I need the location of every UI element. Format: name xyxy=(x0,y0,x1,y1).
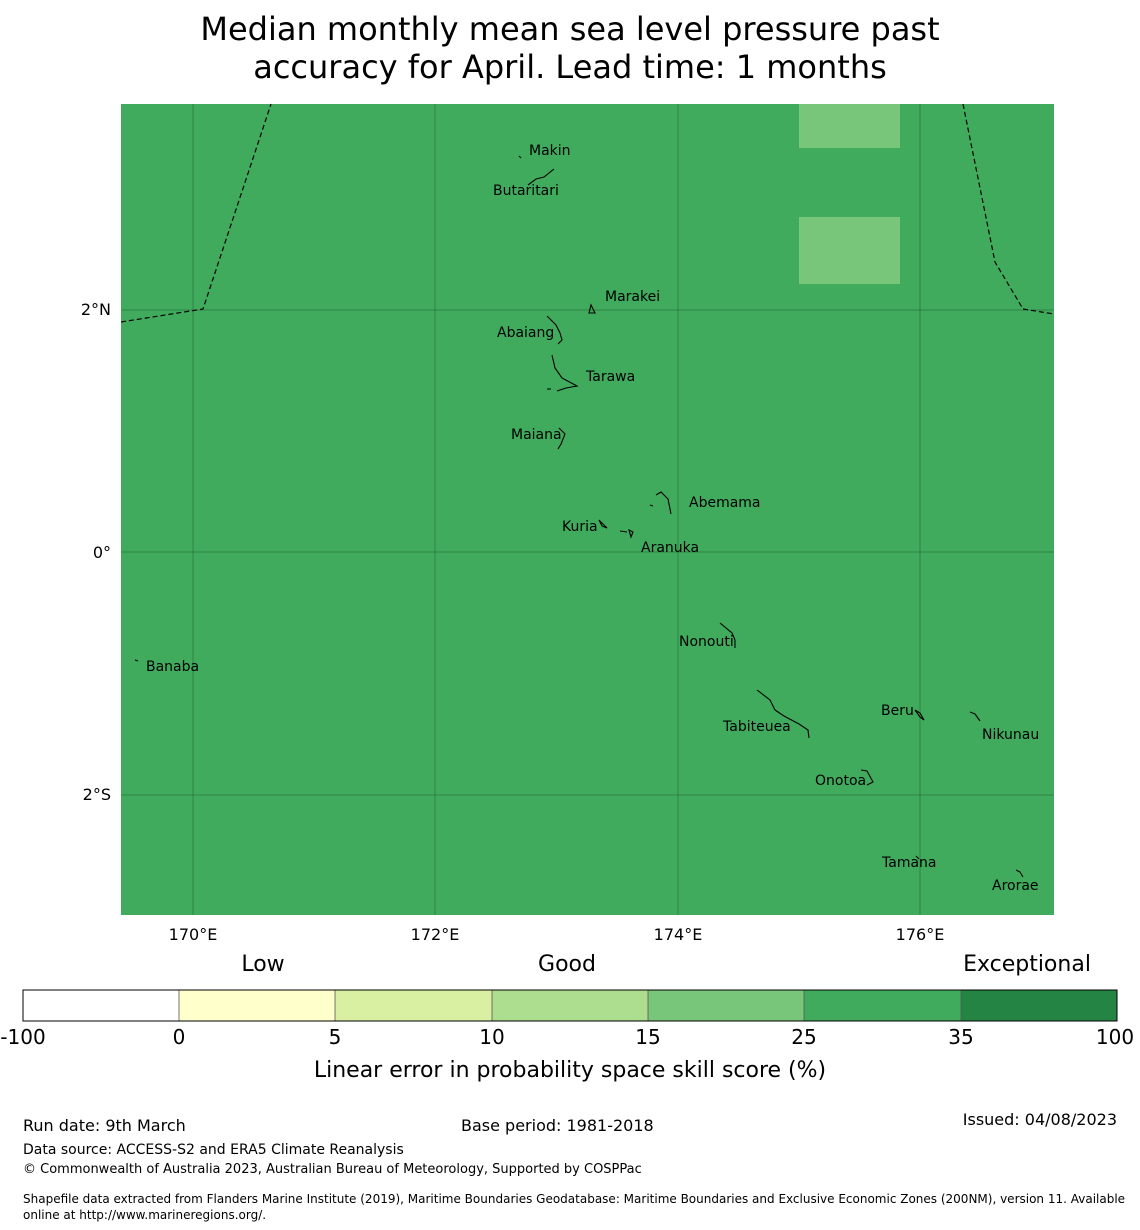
island-butaritari xyxy=(527,168,555,186)
eez-boundary-west xyxy=(120,103,272,323)
place-label-beru: Beru xyxy=(881,703,914,719)
place-label-kuria: Kuria xyxy=(562,519,598,535)
shapefile-credit-line-1: Shapefile data extracted from Flanders M… xyxy=(23,1192,1126,1206)
place-label-tabiteuea: Tabiteuea xyxy=(722,719,791,735)
island-outlines xyxy=(134,155,1024,878)
island-kuria xyxy=(598,519,608,529)
place-label-banaba: Banaba xyxy=(146,659,199,675)
island-abemama xyxy=(649,491,672,515)
lon-label-172e: 172°E xyxy=(411,925,460,944)
colorbar-tick: -100 xyxy=(0,1025,45,1049)
island-banaba xyxy=(134,659,139,662)
eez-boundary-east xyxy=(962,103,1055,315)
lon-label-174e: 174°E xyxy=(654,925,703,944)
gridlines xyxy=(121,104,1054,915)
island-tamana xyxy=(915,855,920,860)
place-label-tarawa: Tarawa xyxy=(585,369,635,385)
colorbar-tick: 0 xyxy=(173,1025,186,1049)
place-label-abaiang: Abaiang xyxy=(497,325,554,341)
island-abaiang xyxy=(546,315,563,345)
place-label-maiana: Maiana xyxy=(511,427,562,443)
island-beru xyxy=(914,709,925,721)
eez-boundaries xyxy=(120,103,1055,323)
base-period: Base period: 1981-2018 xyxy=(461,1116,654,1135)
colorbar-segment-5 xyxy=(648,990,804,1021)
place-label-abemama: Abemama xyxy=(689,495,761,511)
skill-patch-lower xyxy=(799,217,900,284)
colorbar-segment-3 xyxy=(335,990,492,1021)
legend-category-low: Low xyxy=(241,952,284,977)
issued-date: Issued: 04/08/2023 xyxy=(962,1110,1117,1129)
data-source: Data source: ACCESS-S2 and ERA5 Climate … xyxy=(23,1142,404,1158)
colorbar-tick: 25 xyxy=(791,1025,816,1049)
place-label-nonouti: Nonouti xyxy=(679,634,734,650)
skill-patch-upper xyxy=(799,104,900,148)
shapefile-credit: Shapefile data extracted from Flanders M… xyxy=(23,1191,1135,1223)
island-tarawa xyxy=(547,354,579,392)
place-label-tamana: Tamana xyxy=(881,855,936,871)
island-makin xyxy=(518,155,522,159)
colorbar-segment-6 xyxy=(804,990,961,1021)
island-aranuka xyxy=(619,528,634,539)
place-label-makin: Makin xyxy=(529,143,571,159)
island-arorae xyxy=(1015,869,1024,878)
place-label-butaritari: Butaritari xyxy=(493,183,559,199)
lat-label-2n: 2°N xyxy=(81,300,111,319)
place-label-aranuka: Aranuka xyxy=(641,540,699,556)
lon-label-170e: 170°E xyxy=(169,925,218,944)
colorbar-segment-4 xyxy=(492,990,648,1021)
island-maiana xyxy=(557,427,566,450)
colorbar-tick: 15 xyxy=(635,1025,660,1049)
title-line-2: accuracy for April. Lead time: 1 months xyxy=(253,48,887,86)
colorbar-frame xyxy=(22,989,1118,1022)
place-label-arorae: Arorae xyxy=(992,878,1039,894)
lon-label-176e: 176°E xyxy=(896,925,945,944)
place-label-onotoa: Onotoa xyxy=(815,773,866,789)
colorbar-segment-2 xyxy=(179,990,335,1021)
colorbar-segment-1 xyxy=(23,990,179,1021)
legend-category-exceptional: Exceptional xyxy=(963,952,1091,977)
colorbar-tick: 5 xyxy=(329,1025,342,1049)
map-background xyxy=(121,104,1054,915)
lat-label-2s: 2°S xyxy=(83,785,111,804)
copyright: © Commonwealth of Australia 2023, Austra… xyxy=(23,1162,642,1177)
colorbar-tick: 10 xyxy=(479,1025,504,1049)
legend-category-good: Good xyxy=(538,952,596,977)
island-nonouti xyxy=(719,622,736,648)
shapefile-credit-line-2: online at http://www.marineregions.org/. xyxy=(23,1208,267,1222)
colorbar-tick: 35 xyxy=(948,1025,973,1049)
colorbar xyxy=(22,989,1118,1022)
island-marakei xyxy=(588,303,596,314)
island-nikunau xyxy=(969,711,981,722)
place-label-marakei: Marakei xyxy=(605,289,660,305)
colorbar-label: Linear error in probability space skill … xyxy=(314,1058,826,1083)
lat-label-0: 0° xyxy=(93,543,111,562)
title-line-1: Median monthly mean sea level pressure p… xyxy=(200,10,940,48)
run-date: Run date: 9th March xyxy=(23,1116,186,1135)
colorbar-segment-7 xyxy=(961,990,1117,1021)
chart-title: Median monthly mean sea level pressure p… xyxy=(0,10,1140,86)
island-onotoa xyxy=(860,769,874,786)
island-tabiteuea xyxy=(756,689,810,739)
place-label-nikunau: Nikunau xyxy=(982,727,1039,743)
colorbar-tick: 100 xyxy=(1096,1025,1134,1049)
